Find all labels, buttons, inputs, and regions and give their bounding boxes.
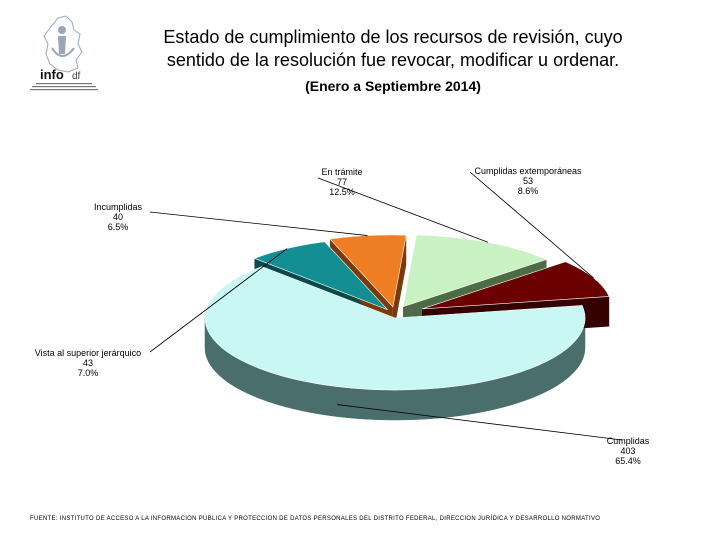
- pie-leader-lines: [149, 171, 623, 441]
- slice-percent-0: 65.4%: [615, 456, 641, 466]
- slice-label-3: En trámite: [321, 167, 362, 177]
- chart-title: Estado de cumplimiento de los recursos d…: [108, 26, 678, 72]
- slice-value-3: 77: [337, 177, 347, 187]
- slice-label-0: Cumplidas: [607, 436, 650, 446]
- pie-slice-2: [329, 234, 407, 308]
- slice-edge-2-1: [392, 235, 407, 337]
- slice-label-1: Vista al superior jerárquico: [35, 348, 141, 358]
- logo-text-info: info: [40, 67, 64, 82]
- slice-value-4: 53: [523, 176, 533, 186]
- slice-label-2: Incumplidas: [94, 202, 143, 212]
- chart-subtitle: (Enero a Septiembre 2014): [305, 78, 481, 94]
- pie-slices: [204, 234, 610, 391]
- slice-percent-3: 12.5%: [329, 187, 355, 197]
- slice-percent-2: 6.5%: [108, 222, 129, 232]
- leader-line-1: [149, 248, 288, 353]
- slice-value-2: 40: [113, 212, 123, 222]
- logo-text-df: df: [72, 71, 81, 82]
- leader-line-0: [336, 404, 623, 441]
- slice-value-0: 403: [620, 446, 635, 456]
- chart-title-line1: Estado de cumplimiento de los recursos d…: [163, 27, 623, 47]
- source-footer: FUENTE: INSTITUTO DE ACCESO A LA INFORMA…: [30, 516, 601, 522]
- slice-value-1: 43: [83, 358, 93, 368]
- leader-line-4: [469, 171, 594, 279]
- slice-percent-4: 8.6%: [518, 186, 539, 196]
- slice-percent-1: 7.0%: [78, 368, 99, 378]
- leader-line-2: [149, 211, 368, 236]
- leader-line-3: [317, 177, 489, 243]
- figure-head-icon: [58, 26, 66, 34]
- slice-label-4: Cumplidas extemporáneas: [474, 166, 582, 176]
- pie-slice-0: [204, 266, 586, 391]
- infodf-logo: info df: [30, 15, 98, 91]
- chart-title-line2: sentido de la resolución fue revocar, mo…: [166, 50, 620, 70]
